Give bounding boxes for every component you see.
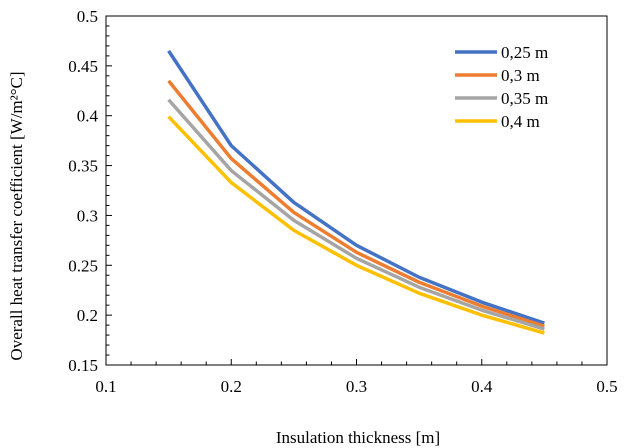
- legend: 0,25 m 0,3 m 0,35 m 0,4 m: [455, 43, 548, 131]
- legend-label-1: 0,25 m: [501, 43, 548, 62]
- y-tick-label: 0.2: [77, 306, 98, 325]
- series-line-2: [167, 79, 545, 328]
- x-tick-label: 0.5: [596, 377, 617, 396]
- y-axis-title: Overall heat transfer coefficient [W/m²°…: [7, 71, 26, 360]
- x-tick-label: 0.4: [471, 377, 493, 396]
- series-line-3: [167, 98, 545, 331]
- x-tick-label: 0.3: [346, 377, 367, 396]
- y-tick-label: 0.25: [68, 256, 98, 275]
- y-tick-label: 0.5: [77, 7, 98, 26]
- y-tick-label: 0.4: [77, 107, 99, 126]
- y-tick-label: 0.15: [68, 356, 98, 375]
- series-lines: [167, 49, 545, 335]
- x-axis-title: Insulation thickness [m]: [276, 428, 440, 447]
- legend-label-4: 0,4 m: [501, 112, 540, 131]
- y-tick-label: 0.35: [68, 157, 98, 176]
- legend-label-2: 0,3 m: [501, 66, 540, 85]
- y-tick-label: 0.3: [77, 206, 98, 225]
- x-tick-label: 0.2: [221, 377, 242, 396]
- series-line-4: [167, 115, 545, 335]
- series-line-1: [167, 49, 545, 325]
- legend-label-3: 0,35 m: [501, 89, 548, 108]
- y-axis: 0.15 0.2 0.25 0.3 0.35 0.4 0.45 0.5: [68, 7, 112, 375]
- x-tick-label: 0.1: [95, 377, 116, 396]
- y-tick-label: 0.45: [68, 57, 98, 76]
- x-axis: 0.1 0.2 0.3 0.4 0.5: [95, 359, 618, 396]
